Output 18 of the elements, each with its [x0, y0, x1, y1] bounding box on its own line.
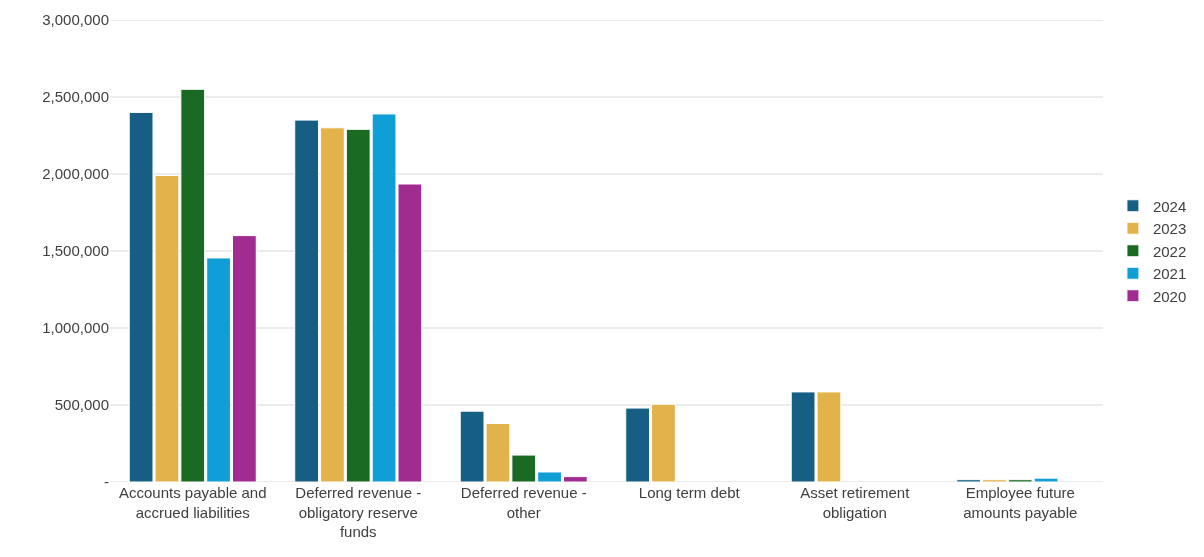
y-tick-label: 2,500,000	[42, 88, 109, 106]
x-tick-label: Deferred revenue - other	[460, 484, 587, 521]
y-tick-label: 2,000,000	[42, 165, 109, 183]
x-tick-label: Accounts payable and accrued liabilities	[118, 484, 267, 521]
y-tick-label: 1,000,000	[42, 319, 109, 337]
y-tick-label: 3,000,000	[42, 11, 109, 29]
y-tick-label: -	[104, 473, 109, 491]
legend-label: 2024	[1152, 197, 1187, 215]
legend-label: 2022	[1152, 242, 1187, 260]
legend-label: 2021	[1152, 265, 1187, 283]
x-tick-label: Deferred revenue - obligatory reserve funds	[295, 484, 422, 540]
y-tick-label: 500,000	[54, 396, 109, 414]
y-tick-label: 1,500,000	[42, 242, 109, 260]
legend-label: 2020	[1152, 287, 1187, 305]
x-tick-label: Asset retirement obligation	[800, 484, 911, 521]
x-tick-label: Long term debt	[638, 484, 741, 501]
legend-label: 2023	[1152, 220, 1187, 238]
x-tick-label: Employee future amounts payable	[963, 484, 1078, 521]
